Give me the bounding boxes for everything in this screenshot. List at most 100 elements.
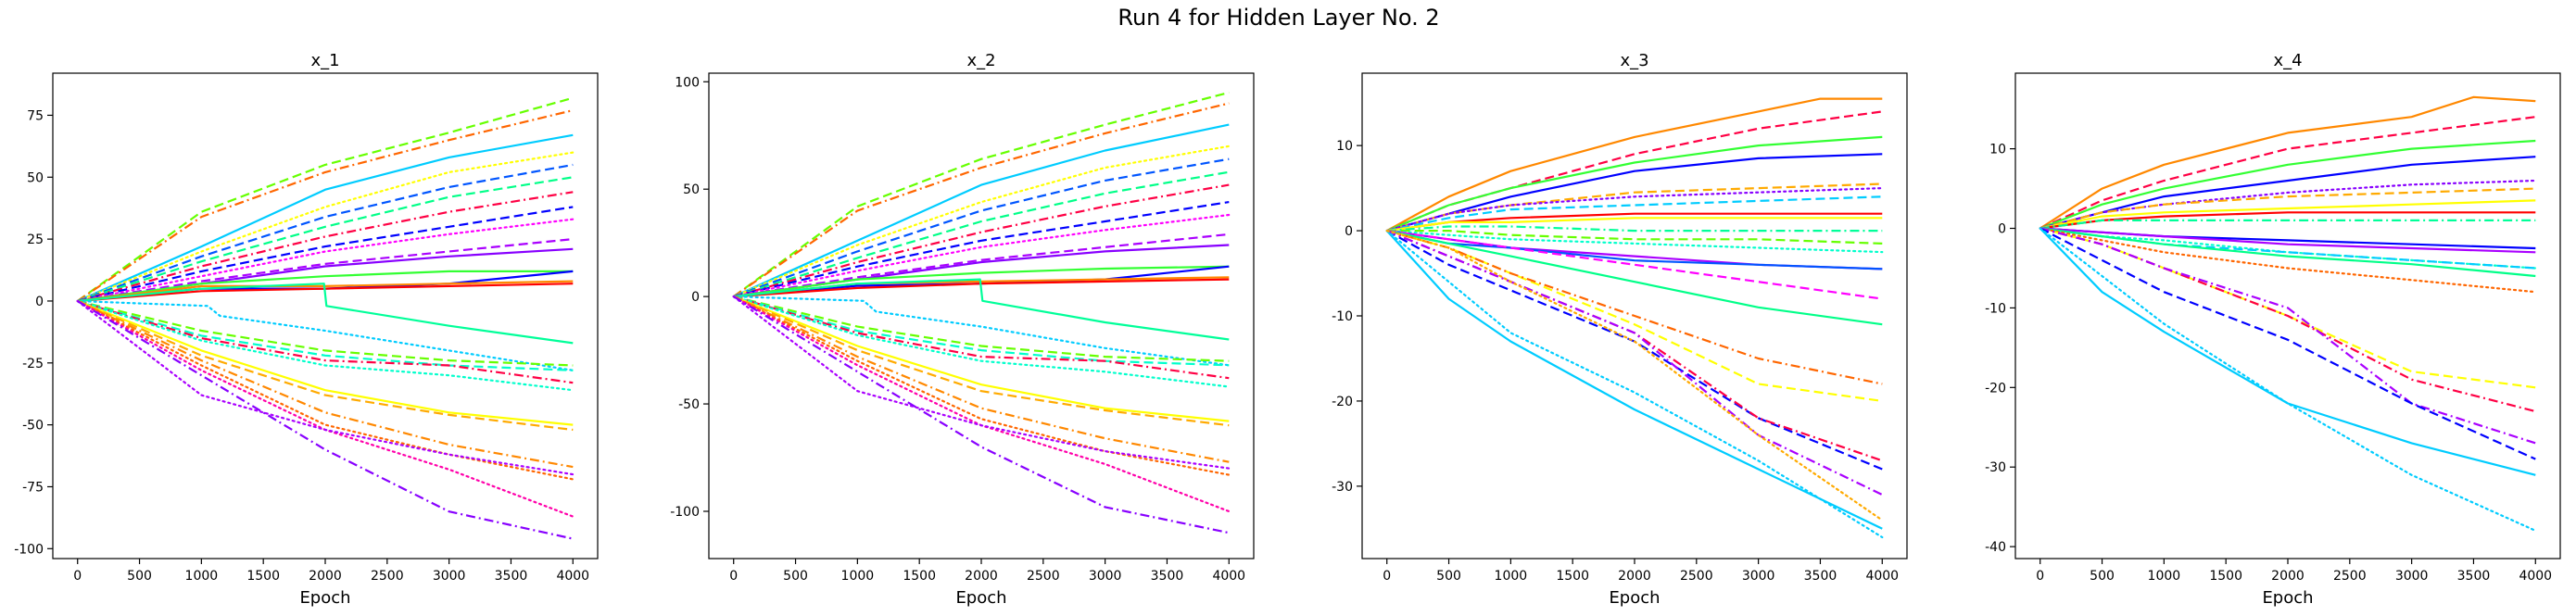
series-line-8 [2039, 211, 2536, 230]
x-tick-label: 4000 [1212, 569, 1245, 584]
series-line-2 [733, 102, 1230, 298]
series-line-8 [733, 201, 1230, 298]
series-line-19 [2039, 227, 2536, 460]
x-tick-label: 2500 [1680, 569, 1713, 584]
series-line-25 [732, 295, 1231, 476]
series-line-5 [2039, 179, 2537, 230]
x-tick-label: 1000 [2148, 569, 2181, 584]
series-line-13 [2039, 227, 2536, 270]
y-tick-label: 25 [27, 233, 44, 247]
series-line-19 [77, 299, 574, 371]
series-line-12 [1385, 230, 1884, 254]
x-tick-label: 2000 [2271, 569, 2305, 584]
series-line-4 [732, 145, 1231, 298]
y-tick-label: -100 [14, 542, 44, 557]
series-line-14 [2039, 227, 2536, 278]
x-tick-label: 500 [1436, 569, 1461, 584]
series-line-21 [2039, 227, 2537, 532]
subplot-title: x_4 [2273, 51, 2302, 70]
series-line-5 [77, 163, 574, 303]
x-tick-label: 2500 [2333, 569, 2367, 584]
y-tick-label: -50 [678, 397, 700, 412]
series-line-4 [1386, 153, 1883, 233]
series-line-9 [732, 213, 1231, 298]
series-line-12 [77, 270, 574, 303]
series-line-18 [733, 295, 1230, 362]
series-group [732, 91, 1231, 534]
series-group [2039, 95, 2537, 532]
y-tick-label: 0 [691, 290, 700, 305]
series-line-4 [76, 151, 575, 303]
series-line-6 [1385, 187, 1884, 233]
series-line-12 [733, 265, 1230, 298]
series-line-5 [733, 157, 1230, 298]
series-line-23 [1385, 230, 1884, 539]
series-line-17 [76, 299, 575, 371]
x-tick-label: 1500 [1556, 569, 1589, 584]
series-line-22 [77, 299, 574, 426]
series-group [76, 96, 575, 540]
series-line-3 [733, 123, 1230, 298]
x-tick-label: 4000 [556, 569, 589, 584]
x-tick-label: 3000 [1089, 569, 1122, 584]
series-line-11 [1386, 230, 1883, 245]
series-line-16 [733, 278, 1230, 341]
series-line-2 [77, 109, 574, 302]
subplot-2: 0 500 1000 1500 2000 2500 3000 3500 4000 -100 -50 0… [670, 51, 1255, 608]
x-tick-label: 3500 [2457, 569, 2491, 584]
y-tick-label: -25 [22, 357, 44, 371]
x-tick-label: 2500 [371, 569, 404, 584]
series-line-19 [1386, 230, 1883, 471]
series-line-21 [1386, 230, 1883, 497]
series-line-17 [732, 295, 1231, 367]
x-axis-label: Epoch [299, 588, 350, 608]
x-tick-label: 1000 [1495, 569, 1528, 584]
x-tick-label: 4000 [2519, 569, 2552, 584]
series-line-17 [1386, 230, 1883, 402]
series-line-5 [1386, 182, 1883, 233]
y-tick-label: 10 [1989, 143, 2006, 157]
x-tick-label: 500 [2090, 569, 2115, 584]
series-line-10 [733, 233, 1230, 298]
series-line-20 [77, 299, 574, 384]
y-tick-label: -50 [22, 419, 44, 434]
series-line-1 [2039, 95, 2536, 230]
y-tick-label: 100 [675, 75, 700, 90]
subplot-grid: 0 500 1000 1500 2000 2500 3000 3500 4000-100-75-… [14, 51, 2561, 608]
series-line-20 [2039, 227, 2536, 476]
x-tick-label: 2000 [309, 569, 342, 584]
series-line-28 [733, 295, 1230, 534]
series-line-3 [2039, 139, 2536, 230]
y-tick-label: 75 [27, 108, 44, 123]
y-tick-label: 0 [1998, 222, 2006, 237]
subplot-title: x_2 [966, 51, 995, 70]
y-tick-label: -20 [1332, 395, 1353, 409]
x-axis-label: Epoch [2262, 588, 2313, 608]
series-line-9 [2039, 219, 2536, 230]
y-tick-label: 0 [35, 295, 44, 309]
y-tick-label: 50 [683, 182, 700, 197]
series-line-3 [77, 133, 574, 303]
x-tick-label: 0 [729, 569, 738, 584]
x-tick-label: 2000 [965, 569, 998, 584]
series-line-7 [2039, 199, 2536, 230]
series-line-22 [733, 295, 1230, 422]
y-tick-label: 50 [27, 170, 44, 185]
series-line-1 [77, 96, 574, 302]
series-line-23 [733, 295, 1230, 427]
series-line-21 [76, 299, 575, 392]
y-tick-label: 10 [1336, 139, 1353, 154]
subplot-1: 0 500 1000 1500 2000 2500 3000 3500 4000-100-75-… [14, 51, 599, 608]
y-tick-label: -30 [1985, 460, 2006, 475]
x-tick-label: 1500 [246, 569, 280, 584]
series-line-18 [77, 299, 574, 367]
series-line-4 [2039, 156, 2536, 230]
x-tick-label: 0 [73, 569, 82, 584]
series-line-22 [1385, 230, 1883, 530]
subplot-title: x_3 [1620, 51, 1648, 70]
series-line-19 [733, 295, 1230, 367]
series-line-11 [2039, 227, 2536, 254]
y-tick-label: -10 [1985, 301, 2006, 316]
x-tick-label: 3000 [433, 569, 466, 584]
